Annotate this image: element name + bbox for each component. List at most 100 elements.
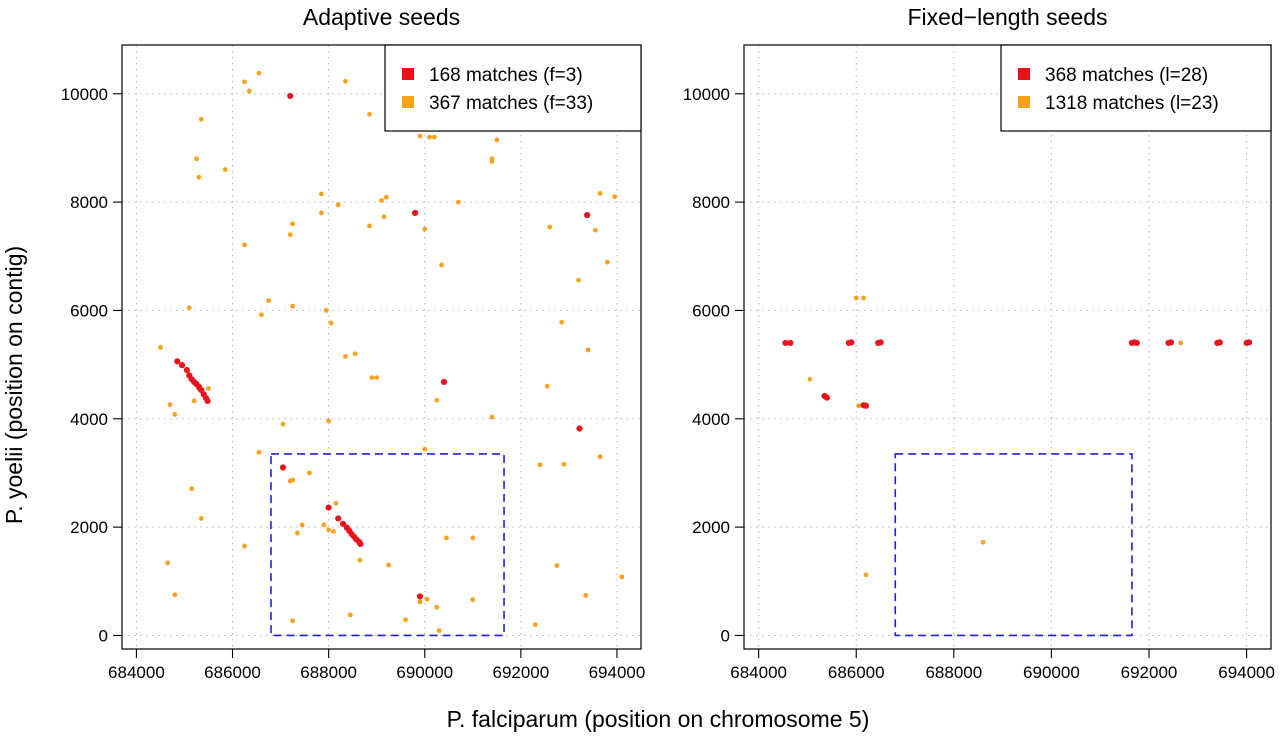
data-point [597,454,603,460]
x-tick-label: 684000 [730,663,787,682]
data-point [877,339,884,346]
y-tick-label: 4000 [692,410,730,429]
data-point [381,214,387,220]
data-point [612,194,617,200]
data-point [328,320,334,326]
y-tick-label: 8000 [692,193,730,212]
data-point [325,504,332,511]
data-point [307,470,312,476]
data-point [1216,339,1223,346]
data-point [434,397,440,403]
data-point [585,347,591,353]
data-point [369,375,375,381]
data-point [494,137,500,143]
data-point [597,191,603,196]
data-point [417,133,423,139]
data-point [186,305,192,311]
data-point [158,344,163,350]
data-point [440,378,448,386]
data-point [422,446,428,452]
data-point [532,622,538,628]
panel-fixed-length-seeds: 684000 686000 688000 690000 692000 694000 0 200… [683,4,1275,682]
y-tick-label: 10000 [61,85,108,104]
data-point [470,597,476,603]
data-point [246,88,252,94]
data-point [862,402,870,409]
data-point [544,383,550,389]
data-point [379,198,384,203]
x-tick-label: 686000 [204,663,261,682]
data-point [194,156,199,162]
legend-label: 1318 matches (l=23) [1045,93,1219,114]
data-point [489,414,495,420]
data-point [1167,339,1175,346]
data-point [422,226,428,232]
data-point [576,277,581,283]
data-point [554,563,560,568]
data-point [980,539,986,545]
x-tick-label: 688000 [925,663,982,682]
data-point [319,210,324,216]
data-point [431,134,437,140]
chart-title: Fixed−length seeds [907,4,1107,30]
data-point [331,529,336,534]
data-point [367,223,372,229]
data-point [861,295,866,301]
data-point [242,79,247,85]
y-tick-label: 10000 [683,85,730,104]
data-point [848,339,855,346]
y-axis-label: P. yoelii (position on contig) [1,246,27,524]
legend-box [384,44,642,132]
plot-frame [121,44,642,650]
legend-label: 367 matches (f=33) [429,93,593,114]
legend-label: 168 matches (f=3) [429,65,583,86]
data-point [343,78,348,84]
data-point [470,535,476,541]
data-point [174,358,181,365]
data-point [189,486,195,492]
data-point [165,560,171,566]
data-point [335,202,341,208]
data-point [279,464,287,471]
data-point [416,593,424,600]
data-point [823,394,831,401]
data-point [290,303,295,309]
data-point [256,449,262,455]
data-point [319,191,324,197]
data-point [339,520,347,527]
data-point [333,500,339,506]
x-tick-label: 694000 [1218,663,1275,682]
data-point [383,194,389,200]
data-point [167,402,173,408]
data-point [204,397,211,404]
data-point [412,209,419,217]
plot-frame [743,44,1272,650]
data-point [326,418,332,424]
data-point [547,224,553,230]
y-tick-label: 0 [721,626,730,645]
y-tick-label: 2000 [70,518,108,537]
data-point [258,312,264,318]
legend-label: 368 matches (l=28) [1045,65,1208,86]
data-point [323,308,329,313]
data-point [584,211,591,219]
y-tick-label: 8000 [70,193,108,212]
data-point [856,403,862,409]
data-point [242,543,247,549]
data-point [489,159,495,164]
data-point [436,628,442,633]
data-point [198,116,204,122]
data-point [196,174,202,180]
data-point [280,421,286,427]
legend-swatch [402,68,414,80]
data-point [782,339,789,347]
y-tick-label: 4000 [70,410,108,429]
data-point [299,522,305,528]
data-point [178,362,186,369]
data-point [403,617,408,623]
data-point [559,319,565,325]
data-point [357,557,363,563]
data-point [287,232,293,237]
data-point [434,604,440,610]
x-tick-label: 690000 [396,663,453,682]
